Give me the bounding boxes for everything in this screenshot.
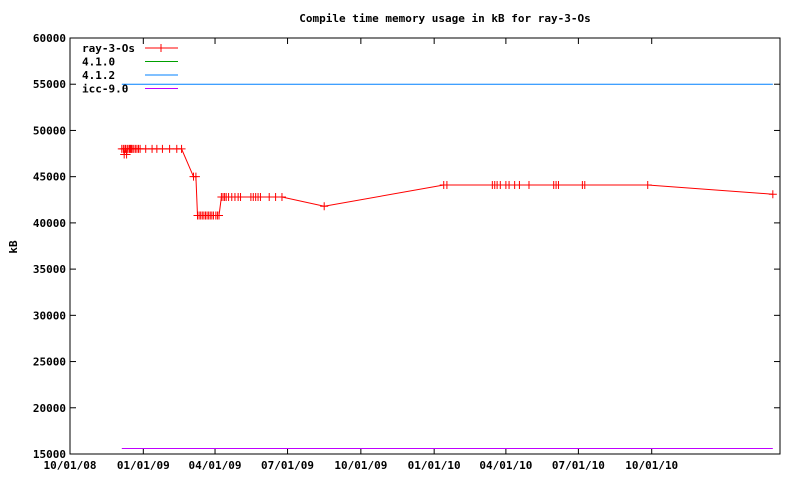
chart-title: Compile time memory usage in kB for ray-… (299, 12, 590, 25)
data-point (643, 180, 652, 189)
y-tick-label: 45000 (33, 171, 66, 184)
x-tick-label: 01/01/10 (408, 459, 461, 472)
y-tick-label: 25000 (33, 356, 66, 369)
x-tick-label: 04/01/10 (479, 459, 532, 472)
y-tick-label: 30000 (33, 309, 66, 322)
x-tick-label: 07/01/09 (261, 459, 314, 472)
data-point (515, 180, 524, 189)
x-tick-label: 04/01/09 (189, 459, 242, 472)
legend-label: 4.1.0 (82, 56, 115, 69)
y-tick-label: 35000 (33, 263, 66, 276)
legend-label: icc-9.0 (82, 83, 128, 96)
y-tick-label: 60000 (33, 32, 66, 45)
x-tick-label: 01/01/09 (117, 459, 170, 472)
legend-marker (157, 44, 165, 52)
data-point (165, 144, 174, 153)
legend-label: ray-3-Os (82, 42, 135, 55)
axes: 15000 20000 25000 30000 35000 40000 45000 50000… (33, 32, 780, 472)
data-point (236, 193, 245, 202)
data-point (554, 180, 563, 189)
data-point (215, 211, 224, 220)
y-tick-label: 20000 (33, 402, 66, 415)
data-point (158, 144, 167, 153)
x-tick-label: 10/01/09 (334, 459, 387, 472)
y-axis-label: kB (7, 240, 20, 254)
legend-label: 4.1.2 (82, 69, 115, 82)
y-tick-label: 15000 (33, 448, 66, 461)
data-point (256, 193, 265, 202)
data-point (277, 193, 286, 202)
data-point (768, 190, 777, 199)
plot-frame (69, 37, 781, 455)
x-tick-label: 07/01/10 (552, 459, 605, 472)
y-tick-label: 55000 (33, 78, 66, 91)
y-tick-label: 50000 (33, 124, 66, 137)
data-point (320, 202, 329, 211)
data-point (580, 180, 589, 189)
series-layer (117, 83, 777, 449)
data-point (442, 180, 451, 189)
data-point (191, 172, 200, 181)
data-point (524, 180, 533, 189)
data-point (177, 144, 186, 153)
y-tick-label: 40000 (33, 217, 66, 230)
x-tick-label: 10/01/10 (625, 459, 678, 472)
x-tick-label: 10/01/08 (44, 459, 97, 472)
data-point (122, 150, 131, 159)
